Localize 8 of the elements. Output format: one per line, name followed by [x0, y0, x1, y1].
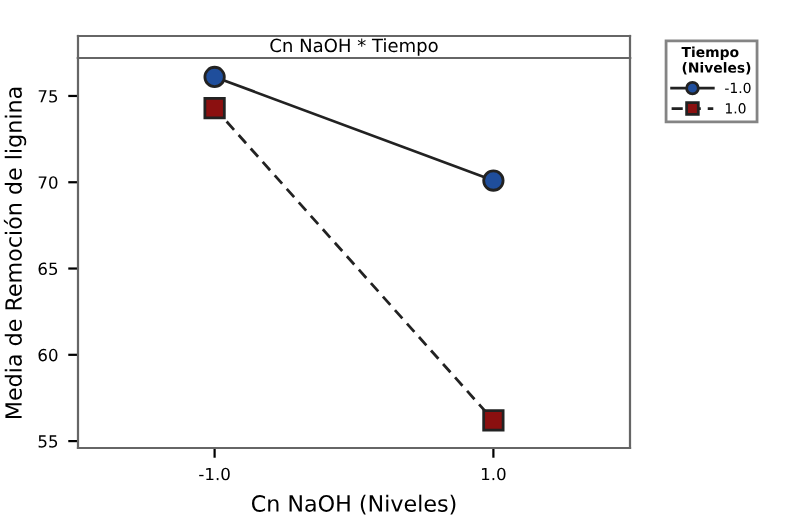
y-axis-title: Media de Remoción de lignina	[3, 87, 27, 419]
y-tick-label: 75	[38, 90, 58, 103]
y-tick-label: 65	[38, 262, 58, 276]
y-tick-label: 60	[38, 348, 58, 362]
x-axis-title: Cn NaOH (Niveles)	[251, 494, 456, 515]
y-tick-label: 70	[38, 176, 58, 189]
y-tick-label: 55	[38, 435, 58, 448]
chart-title: Cn NaOH * Tiempo	[270, 38, 438, 56]
